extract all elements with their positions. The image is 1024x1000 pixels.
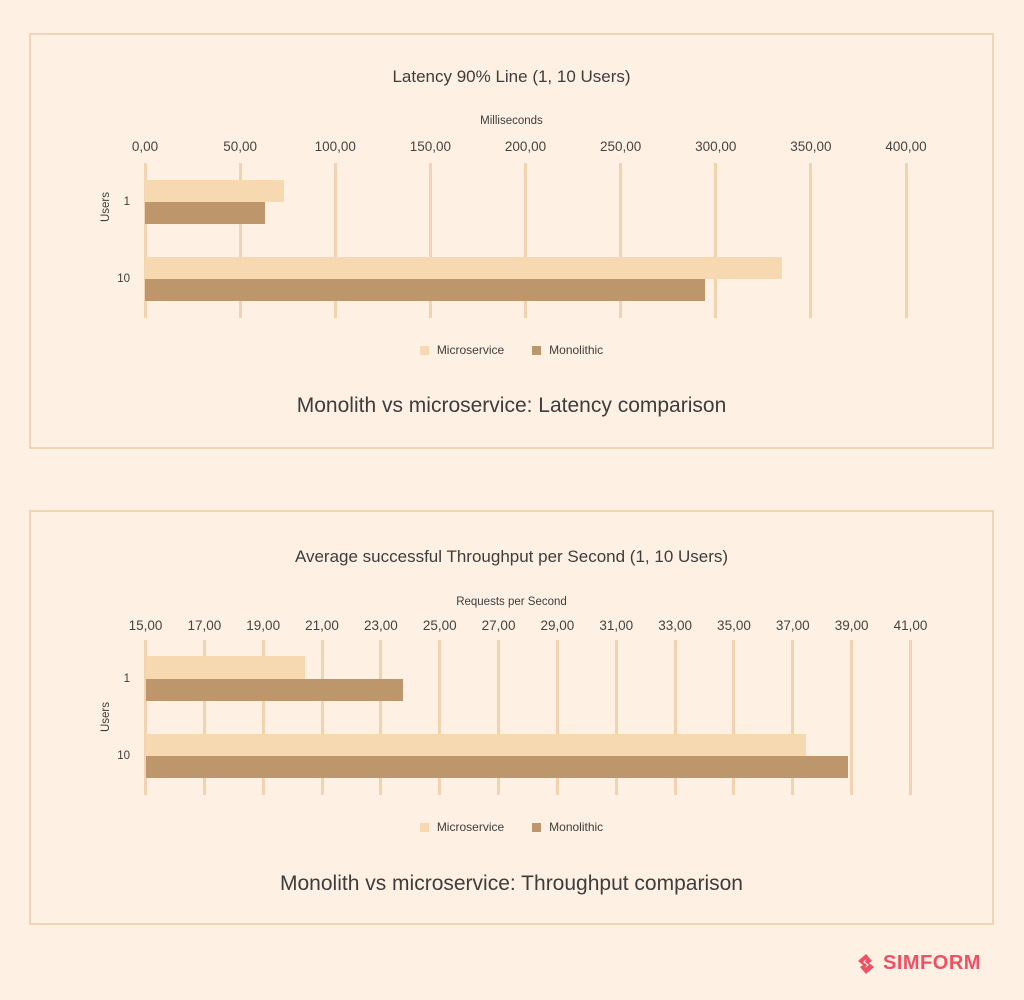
gridline [428,163,432,318]
x-axis-label: Milliseconds [480,115,543,127]
chart-title: Average successful Throughput per Second… [294,547,729,566]
x-tick-label: 100,00 [314,139,356,154]
logo-text: SIMFORM [883,952,981,974]
gridline [614,640,618,795]
x-tick-label: 150,00 [409,139,452,154]
gridline [791,640,795,795]
legend: Microservice Monolithic [31,343,992,357]
x-tick-label: 33,00 [658,618,693,633]
gridline [144,640,147,795]
x-tick-label: 250,00 [599,139,642,154]
y-axis-label: Users [100,191,112,223]
legend-label: Monolithic [549,820,604,834]
x-tick-label: 300,00 [695,139,737,154]
x-tick-label: 17,00 [187,618,222,633]
gridline [143,163,147,318]
swatch-icon [419,822,429,832]
gridline [619,163,623,318]
gridline [320,640,324,795]
legend-label: Microservice [436,820,505,834]
gridline [202,640,206,795]
gridline [850,640,854,795]
gridline [909,640,912,795]
chart-title: Latency 90% Line (1, 10 Users) [392,67,631,86]
legend-item-microservice: Microservice [419,343,505,357]
gridline [261,640,265,795]
legend: Microservice Monolithic [31,820,992,834]
gridline [555,640,559,795]
bar-microservice-1 [145,656,305,679]
simform-logo-icon [858,953,874,974]
bar-monolithic-10 [145,279,706,301]
x-tick-label: 23,00 [363,618,398,633]
legend-item-microservice: Microservice [419,820,505,834]
y-category-label: 10 [117,273,130,285]
x-tick-label: 350,00 [790,139,832,154]
x-tick-label: 19,00 [246,618,281,633]
gridline [379,640,383,795]
gridline [809,163,813,318]
swatch-icon [532,822,542,832]
gridline [438,640,442,795]
gridline [333,163,337,318]
throughput-chart-panel: Average successful Throughput per Second… [29,510,994,925]
x-tick-label: 29,00 [540,618,575,633]
x-tick-label: 200,00 [504,139,547,154]
y-axis-label: Users [100,701,112,733]
gridline [497,640,501,795]
bar-monolithic-10 [145,756,849,778]
x-tick-label: 37,00 [775,618,810,633]
x-tick-label: 35,00 [717,618,751,633]
y-category-label: 10 [117,750,130,762]
legend-label: Microservice [436,343,505,357]
legend-label: Monolithic [549,343,604,357]
chart-caption: Monolith vs microservice: Latency compar… [296,394,727,417]
y-category-label: 1 [123,196,130,208]
gridline [714,163,718,318]
bar-microservice-1 [145,180,285,202]
x-tick-label: 0,00 [131,139,159,154]
x-tick-label: 41,00 [893,618,928,633]
legend-item-monolithic: Monolithic [532,343,603,357]
latency-chart-panel: Latency 90% Line (1, 10 Users) Milliseco… [29,33,994,449]
gridline [524,163,527,318]
x-tick-label: 15,00 [128,618,163,633]
gridline [238,163,242,318]
gridline [904,163,908,318]
swatch-icon [532,345,542,355]
gridline [673,640,677,795]
bar-monolithic-1 [145,202,265,224]
swatch-icon [419,345,429,355]
x-tick-label: 50,00 [223,139,258,154]
x-tick-label: 39,00 [834,618,869,633]
gridline [732,640,736,795]
bar-microservice-10 [145,257,783,279]
x-axis-label: Requests per Second [456,596,567,608]
x-tick-label: 27,00 [481,618,516,633]
legend-item-monolithic: Monolithic [532,820,603,834]
x-tick-label: 400,00 [885,139,927,154]
chart-caption: Monolith vs microservice: Throughput com… [280,872,743,895]
x-tick-label: 31,00 [599,618,634,633]
x-tick-label: 25,00 [422,618,457,633]
simform-logo: SIMFORM [855,952,981,975]
x-tick-label: 21,00 [305,618,339,633]
bar-microservice-10 [145,734,807,756]
y-category-label: 1 [123,672,130,685]
bar-monolithic-1 [145,678,403,701]
